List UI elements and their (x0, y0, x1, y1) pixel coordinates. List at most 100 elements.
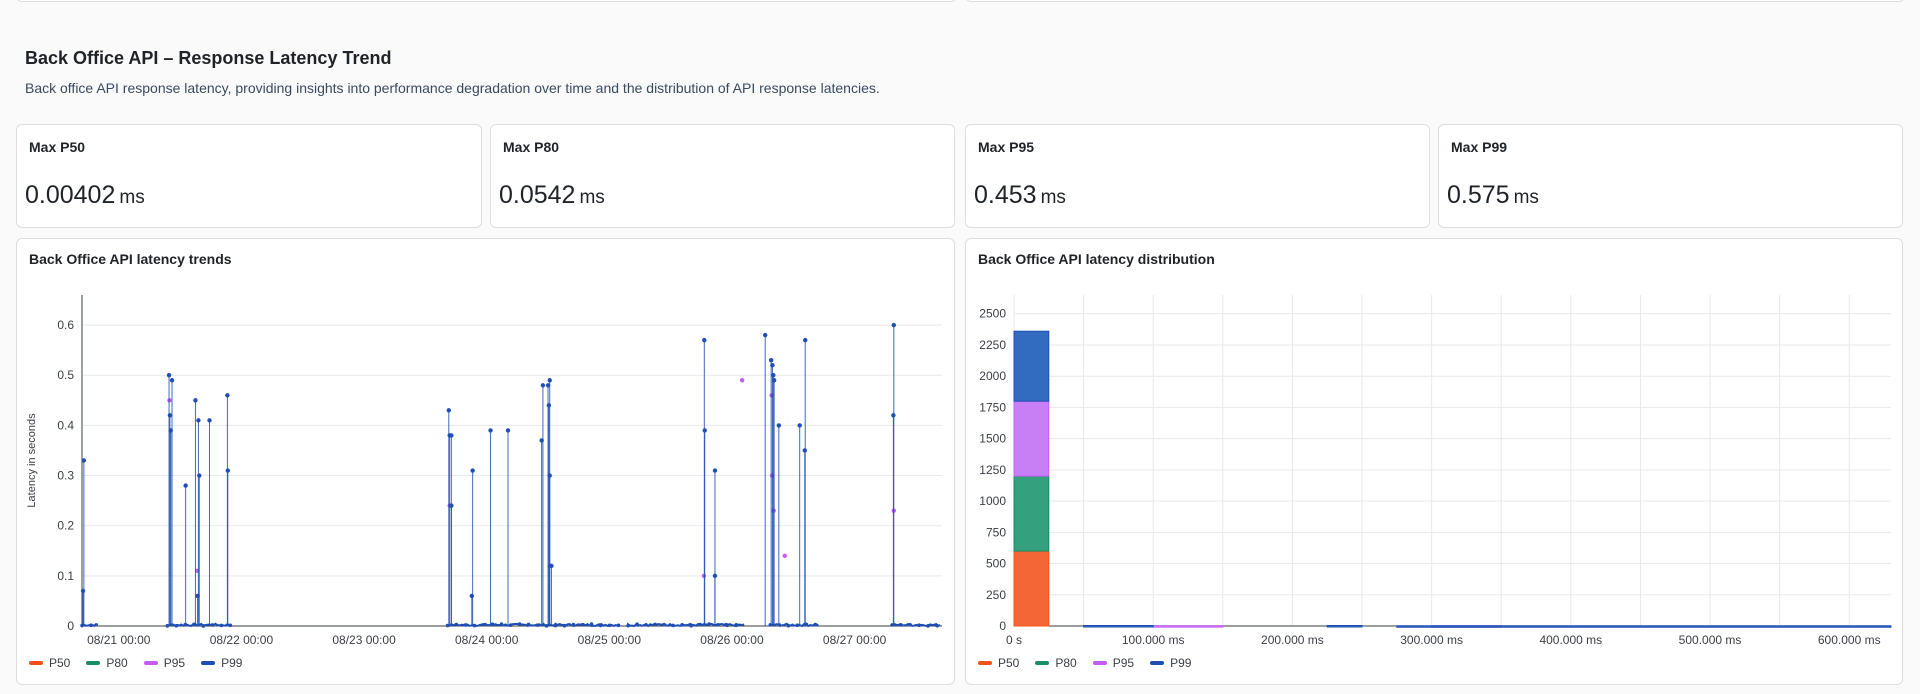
p99-point (547, 378, 552, 383)
p99-point (197, 473, 202, 478)
p99-point (771, 373, 776, 378)
latency-trends-chart[interactable]: 0 0.1 0.2 0.3 0.4 0.5 0.6 08/21 00:00 08/22 00:0… (17, 239, 956, 686)
y-tick-label: 2250 (979, 338, 1006, 352)
y-tick-label: 1000 (979, 494, 1006, 508)
p99-baseline-point (472, 623, 477, 628)
stat-card-max-p99: Max P99 0.575 ms (1438, 124, 1903, 228)
p99-point (891, 413, 896, 418)
legend-item-p80[interactable]: P80 (86, 656, 128, 670)
p99-baseline-point (165, 624, 170, 628)
x-tick-label: 600.000 ms (1818, 633, 1881, 647)
stat-number: 0.0542 (499, 181, 576, 209)
p99-baseline-point (707, 622, 711, 626)
legend-label: P50 (49, 656, 71, 670)
y-tick-label: 1500 (979, 432, 1006, 446)
x-tick-label: 400.000 ms (1539, 633, 1602, 647)
p99-baseline-point (598, 623, 603, 628)
p99-point (449, 433, 454, 438)
p99-baseline-point (635, 622, 639, 626)
p95-bar (1152, 625, 1224, 628)
p99-baseline-point (716, 622, 720, 627)
p99-point (776, 423, 782, 428)
p99-point (762, 332, 768, 338)
p99-point (225, 468, 231, 473)
p99-point (449, 503, 454, 508)
p99-baseline-point (589, 622, 594, 626)
legend-item-p95[interactable]: P95 (143, 656, 186, 670)
legend-label: P99 (1170, 656, 1192, 670)
p99-point (166, 373, 172, 378)
p99-baseline-point (228, 623, 233, 628)
x-tick-label: 08/27 00:00 (823, 633, 887, 647)
legend-item-p50[interactable]: P50 (29, 656, 70, 670)
y-tick-label: 1750 (979, 400, 1006, 414)
p99-point (712, 573, 718, 579)
p99-point (712, 468, 718, 473)
latency-distribution-chart[interactable]: 0 250 500 750 1000 1250 1500 1750 2000 2250 2500 0 … (966, 239, 1904, 686)
legend-item-p50[interactable]: P50 (978, 656, 1019, 670)
p99-baseline-point (210, 623, 215, 627)
p99-baseline-point (562, 623, 567, 628)
stat-value: 0.00402 ms (25, 181, 145, 210)
p99-baseline-point (89, 623, 93, 628)
p99-point (81, 458, 87, 463)
y-tick-label: 0.6 (57, 318, 74, 332)
y-tick-label: 0.1 (57, 569, 74, 583)
p99-point (167, 413, 173, 418)
p95-point (782, 553, 787, 558)
legend-item-p99[interactable]: P99 (201, 656, 242, 670)
p99-baseline-point (680, 623, 684, 627)
section-title: Back Office API – Response Latency Trend (25, 48, 392, 68)
stat-unit: ms (119, 187, 145, 208)
p99-point (469, 593, 475, 599)
stat-label: Max P80 (503, 139, 560, 155)
stat-card-max-p95: Max P95 0.453 ms (965, 124, 1430, 228)
legend-item-p95[interactable]: P95 (1092, 656, 1134, 670)
p99-point (540, 383, 546, 388)
p99-baseline-point (490, 622, 495, 627)
p99-baseline-point (671, 623, 675, 628)
p99-baseline-point (926, 624, 930, 628)
y-tick-label: 2000 (979, 369, 1006, 383)
stat-card-max-p50: Max P50 0.00402 ms (16, 124, 482, 228)
p99-bar (1396, 625, 1892, 628)
p99-baseline-point (535, 623, 540, 627)
stat-label: Max P99 (1451, 139, 1508, 155)
x-tick-label: 200.000 ms (1261, 633, 1324, 647)
p99-baseline-point (553, 623, 558, 628)
p99-baseline-point (481, 622, 486, 627)
p99-point (546, 403, 552, 408)
legend-swatch (1150, 661, 1165, 665)
p99-baseline-point (508, 623, 513, 628)
p99-point (547, 473, 552, 478)
p99-baseline-point (662, 622, 666, 627)
p99-point (193, 398, 198, 403)
panel-title: Back Office API latency distribution (978, 251, 1215, 267)
y-tick-label: 0.2 (57, 519, 74, 533)
x-tick-label: 08/22 00:00 (210, 633, 274, 647)
x-tick-label: 0 s (1006, 633, 1022, 647)
stat-value: 0.0542 ms (499, 181, 605, 210)
panel-title: Back Office API latency trends (29, 251, 232, 267)
legend-item-p99[interactable]: P99 (1150, 656, 1191, 670)
legend-label: P95 (163, 656, 186, 670)
chart-legend: P50 P80 P95 P99 (978, 656, 1191, 670)
p99-baseline-point (725, 623, 729, 628)
p50-bar (1013, 550, 1050, 627)
p99-point (225, 393, 230, 398)
y-tick-label: 0.3 (57, 469, 74, 483)
p99-bar (1083, 625, 1154, 628)
previous-panel-left (16, 0, 957, 2)
y-tick-label: 500 (986, 557, 1006, 571)
p99-baseline-point (653, 622, 657, 627)
legend-item-p80[interactable]: P80 (1035, 656, 1077, 670)
legend-swatch (1092, 661, 1107, 665)
x-tick-label: 500.000 ms (1679, 633, 1742, 647)
p99-baseline-point (899, 623, 903, 627)
p99-baseline-point (607, 623, 612, 628)
p99-point (488, 428, 493, 433)
p99-baseline-point (454, 622, 459, 627)
p80-bar (1013, 475, 1050, 552)
stat-label: Max P95 (978, 139, 1035, 155)
p99-point (505, 428, 511, 433)
